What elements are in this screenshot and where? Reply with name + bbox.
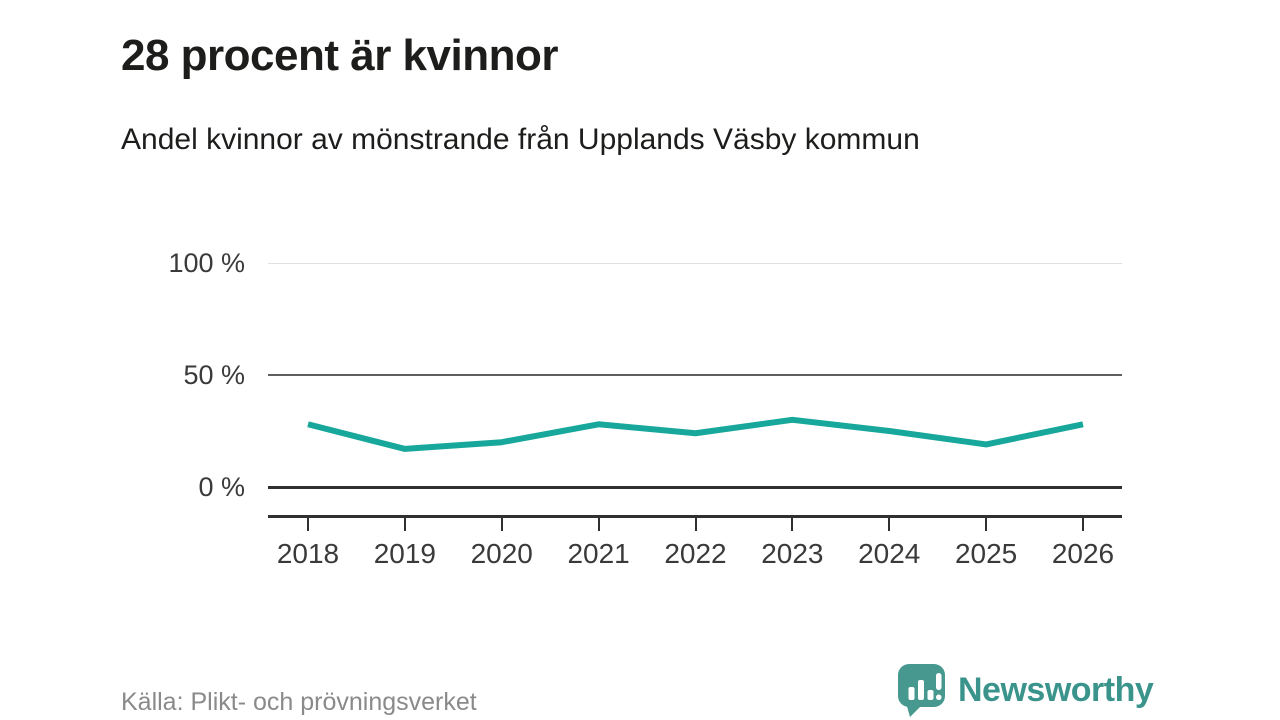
x-tick-label: 2018: [276, 538, 340, 569]
x-tick-mark: [500, 518, 503, 531]
brand-name: Newsworthy: [958, 670, 1154, 709]
x-tick-mark: [597, 518, 600, 531]
x-tick-label: 2019: [373, 538, 437, 569]
y-tick-label: 50 %: [183, 360, 245, 390]
chart-subtitle: Andel kvinnor av mönstrande från Uppland…: [121, 123, 920, 156]
gridline-0: [268, 485, 1122, 489]
x-tick-label: 2021: [567, 538, 630, 569]
x-tick-mark: [888, 518, 891, 531]
x-tick-label: 2022: [664, 538, 727, 569]
x-axis-line: [268, 515, 1122, 518]
x-tick-label: 2025: [954, 538, 1018, 569]
y-tick-label: 0 %: [198, 472, 245, 502]
x-tick-mark: [985, 518, 988, 531]
trend-line: [307, 416, 1084, 452]
x-tick-mark: [1082, 518, 1084, 531]
gridline-100: [268, 262, 1122, 264]
x-tick-label: 2024: [858, 538, 921, 569]
x-tick-mark: [791, 518, 794, 531]
x-tick-mark: [694, 518, 697, 531]
brand-logo: Newsworthy: [897, 663, 1154, 717]
x-tick-mark: [307, 518, 309, 531]
newsworthy-speech-bubble-chart-icon: [898, 664, 945, 717]
x-tick-label: 2026: [1051, 538, 1115, 569]
source-note: Källa: Plikt- och prövningsverket: [121, 688, 477, 716]
x-tick-mark: [403, 518, 406, 531]
x-tick-label: 2020: [470, 538, 533, 569]
page-title: 28 procent är kvinnor: [121, 31, 558, 81]
gridline-50: [268, 374, 1122, 376]
y-tick-label: 100 %: [168, 248, 245, 278]
x-tick-label: 2023: [761, 538, 824, 569]
